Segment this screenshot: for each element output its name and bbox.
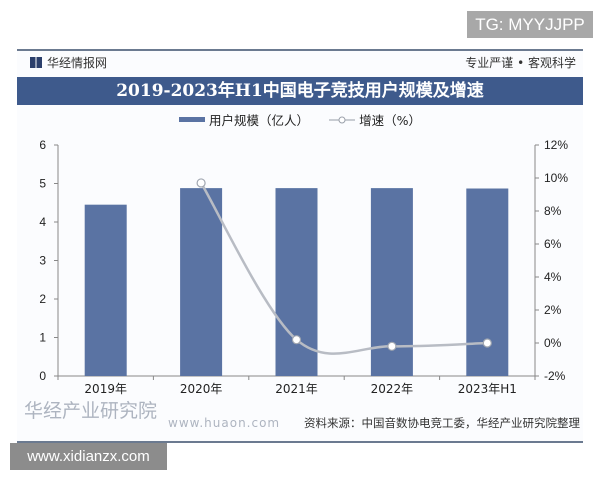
bar-2019年 — [84, 204, 127, 376]
left-tick-label: 5 — [39, 177, 46, 191]
growth-line — [200, 182, 488, 355]
right-tick-label: 8% — [544, 204, 562, 218]
legend-label: 增速（%） — [359, 113, 421, 128]
legend-label: 用户规模（亿人） — [209, 113, 310, 128]
left-tick-label: 6 — [39, 138, 46, 152]
x-tick-label: 2020年 — [180, 382, 223, 396]
right-tick-label: 6% — [544, 237, 562, 251]
left-tick-label: 1 — [39, 331, 46, 345]
left-tick-label: 3 — [39, 254, 46, 268]
right-tick-label: 12% — [544, 138, 568, 152]
growth-point — [482, 338, 492, 348]
right-tick-label: 10% — [544, 171, 568, 185]
line-marker-icon — [329, 116, 356, 123]
growth-point — [196, 178, 206, 188]
chart-title: 2019-2023年H1中国电子竞技用户规模及增速 — [17, 77, 583, 105]
left-tick-label: 2 — [39, 292, 46, 306]
growth-point — [387, 341, 397, 351]
bar-2021年 — [275, 188, 318, 376]
brand-logo-icon — [30, 57, 42, 68]
left-tick-label: 4 — [39, 215, 46, 229]
x-tick-label: 2021年 — [275, 382, 318, 396]
legend-item-bar: 用户规模（亿人） — [179, 110, 309, 129]
bottom-divider — [17, 441, 583, 443]
watermark-top: TG: MYYJJPP — [467, 11, 593, 38]
legend: 用户规模（亿人） 增速（%） — [0, 110, 600, 129]
right-tick-label: 2% — [544, 303, 562, 317]
right-tick-label: 4% — [544, 270, 562, 284]
bar-2020年 — [180, 188, 223, 376]
x-tick-label: 2023年H1 — [458, 382, 517, 396]
brand-name: 华经情报网 — [47, 56, 108, 70]
growth-point — [291, 335, 302, 345]
bar-swatch-icon — [179, 117, 206, 122]
brand: 华经情报网 — [30, 54, 107, 71]
x-tick-label: 2019年 — [84, 382, 127, 396]
legend-item-line: 增速（%） — [329, 110, 421, 129]
slogan: 专业严谨 • 客观科学 — [465, 56, 576, 70]
logo-watermark-url: www.huaon.com — [168, 416, 281, 430]
left-tick-label: 0 — [39, 369, 46, 383]
watermark-bottom: www.xidianzx.com — [10, 443, 167, 470]
logo-watermark: 华经产业研究院 — [24, 400, 158, 422]
right-tick-label: 0% — [544, 336, 562, 350]
bar-2023年H1 — [466, 188, 509, 376]
top-divider — [17, 49, 583, 51]
right-tick-label: -2% — [544, 369, 566, 383]
x-tick-label: 2022年 — [371, 382, 414, 396]
source-note: 资料来源：中国音数协电竞工委，华经产业研究院整理 — [304, 416, 580, 430]
